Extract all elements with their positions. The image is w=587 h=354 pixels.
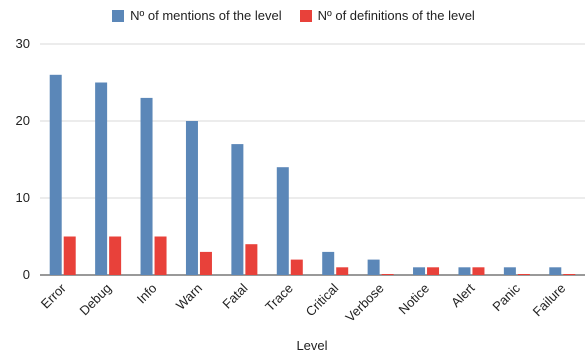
bar-error-mentions [49, 74, 62, 275]
y-tick-label: 10 [16, 190, 30, 205]
bar-fatal-mentions [231, 144, 244, 275]
x-tick-label-debug: Debug [77, 281, 115, 319]
x-tick-label-alert: Alert [448, 280, 478, 310]
bar-alert-mentions [458, 267, 471, 275]
bar-debug-mentions [95, 82, 108, 275]
bar-alert-definitions [472, 267, 485, 275]
bar-verbose-definitions [381, 274, 394, 275]
x-tick-label-info: Info [134, 281, 160, 307]
bar-debug-definitions [109, 236, 122, 275]
x-tick-label-fatal: Fatal [219, 280, 250, 311]
y-tick-label: 30 [16, 36, 30, 51]
legend-swatch-definitions [299, 9, 312, 22]
y-tick-label: 0 [23, 267, 30, 282]
bar-failure-mentions [549, 267, 562, 275]
legend-item-mentions: Nº of mentions of the level [112, 8, 282, 23]
x-tick-label-trace: Trace [262, 281, 296, 315]
x-axis-title: Level [296, 338, 327, 353]
legend: Nº of mentions of the level Nº of defini… [0, 8, 587, 23]
legend-label-mentions: Nº of mentions of the level [130, 8, 282, 23]
bar-panic-definitions [517, 274, 530, 275]
y-tick-label: 20 [16, 113, 30, 128]
legend-label-definitions: Nº of definitions of the level [317, 8, 475, 23]
bar-critical-mentions [322, 251, 335, 275]
x-tick-label-error: Error [38, 280, 70, 312]
bar-notice-definitions [427, 267, 440, 275]
bar-critical-definitions [336, 267, 349, 275]
x-tick-label-notice: Notice [395, 281, 432, 318]
bar-info-mentions [140, 97, 153, 276]
bar-trace-definitions [290, 259, 303, 275]
bar-warn-mentions [185, 121, 198, 275]
x-tick-label-panic: Panic [489, 280, 523, 314]
bar-panic-mentions [503, 267, 516, 275]
bar-trace-mentions [276, 167, 289, 275]
bar-notice-mentions [413, 267, 426, 275]
bar-error-definitions [63, 236, 76, 275]
x-tick-label-critical: Critical [303, 280, 342, 319]
bar-warn-definitions [199, 251, 212, 275]
bar-fatal-definitions [245, 244, 258, 275]
legend-item-definitions: Nº of definitions of the level [299, 8, 475, 23]
bar-verbose-mentions [367, 259, 380, 275]
x-tick-label-warn: Warn [173, 281, 205, 313]
gridlines [40, 43, 585, 276]
bars [49, 74, 576, 276]
bar-info-definitions [154, 236, 167, 275]
x-tick-label-failure: Failure [530, 281, 569, 320]
bar-failure-definitions [563, 274, 576, 275]
x-tick-label-verbose: Verbose [342, 281, 386, 325]
legend-swatch-mentions [112, 9, 125, 22]
